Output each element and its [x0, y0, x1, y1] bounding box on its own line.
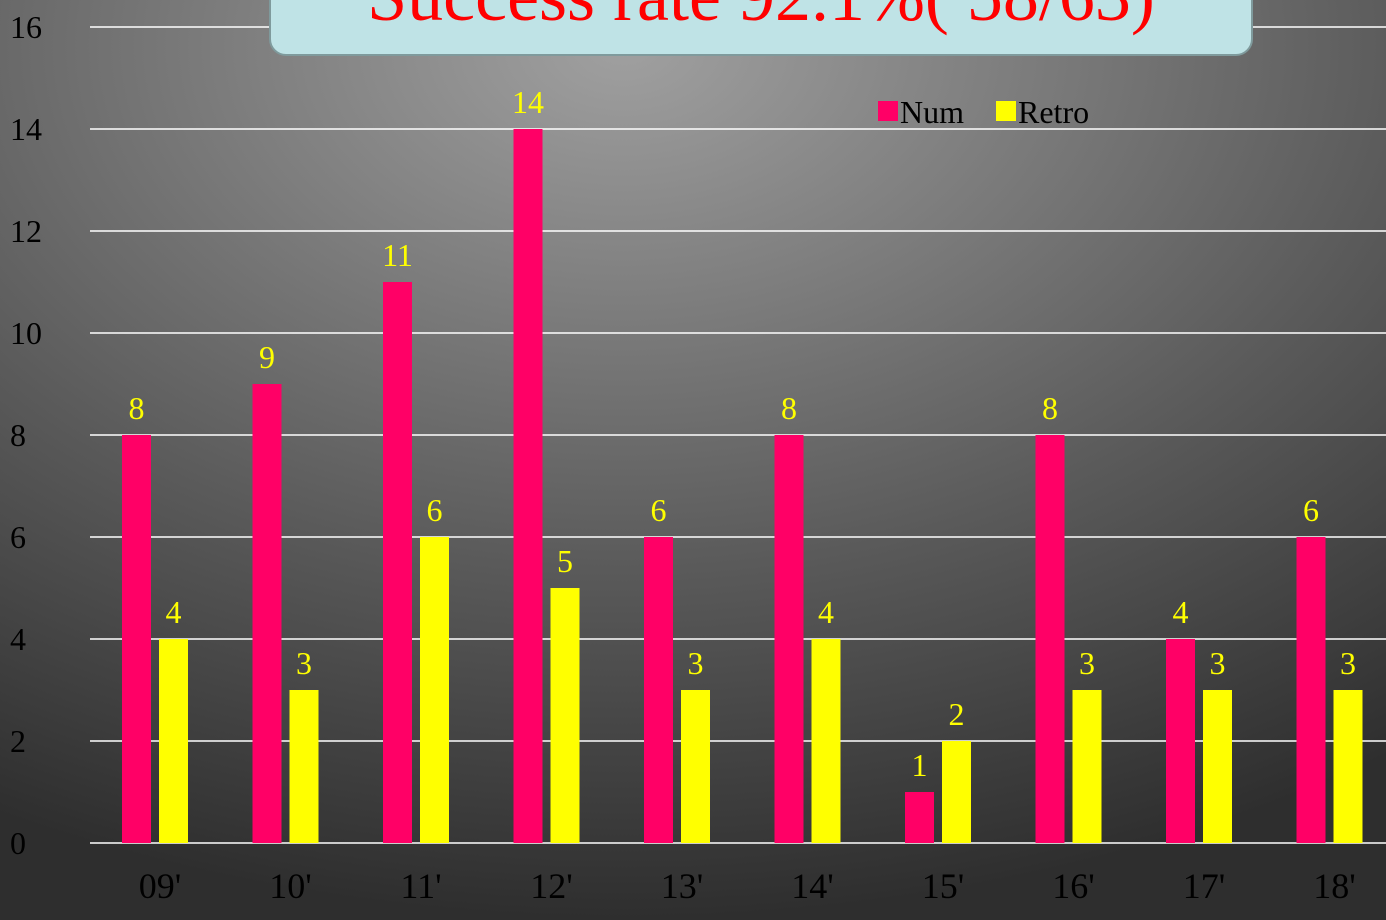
value-label: 1 — [912, 747, 928, 783]
bar — [681, 690, 710, 843]
value-label: 8 — [781, 390, 797, 426]
bar — [122, 435, 151, 843]
x-tick-label: 11' — [400, 866, 441, 906]
bar — [811, 639, 841, 843]
bar — [383, 282, 412, 843]
legend-label: Retro — [1018, 94, 1089, 130]
bars — [122, 129, 1363, 843]
y-tick-label: 8 — [10, 417, 26, 453]
value-label: 6 — [427, 492, 443, 528]
value-label: 4 — [1173, 594, 1189, 630]
value-label: 6 — [651, 492, 667, 528]
x-tick-label: 14' — [791, 866, 834, 906]
bar — [1035, 435, 1065, 843]
y-tick-label: 6 — [10, 519, 26, 555]
value-label: 3 — [296, 645, 312, 681]
bar — [1166, 639, 1195, 843]
bar — [644, 537, 673, 843]
bar — [1203, 690, 1232, 843]
x-tick-label: 13' — [661, 866, 704, 906]
value-label: 4 — [166, 594, 182, 630]
x-tick-label: 17' — [1183, 866, 1226, 906]
bar — [550, 588, 580, 843]
y-tick-label: 2 — [10, 723, 26, 759]
y-tick-label: 16 — [10, 9, 42, 45]
value-label: 8 — [129, 390, 145, 426]
bar — [774, 435, 804, 843]
bar — [420, 537, 449, 843]
value-label: 9 — [259, 339, 275, 375]
x-tick-label: 10' — [269, 866, 312, 906]
value-label: 3 — [1340, 645, 1356, 681]
y-tick-label: 12 — [10, 213, 42, 249]
bar — [513, 129, 543, 843]
value-label: 5 — [557, 543, 573, 579]
legend-swatch — [996, 101, 1016, 121]
value-label: 8 — [1042, 390, 1058, 426]
legend-swatch — [878, 101, 898, 121]
x-tick-label: 12' — [530, 866, 573, 906]
bar — [1333, 690, 1363, 843]
bar — [159, 639, 188, 843]
value-label: 11 — [382, 237, 413, 273]
value-label: 3 — [688, 645, 704, 681]
bar — [1072, 690, 1102, 843]
y-tick-label: 0 — [10, 825, 26, 861]
x-tick-label: 16' — [1052, 866, 1095, 906]
y-tick-label: 4 — [10, 621, 26, 657]
bar — [1296, 537, 1326, 843]
title-box — [269, 0, 1253, 56]
chart-title: Success rate 92.1%( 58/63) — [367, 0, 1155, 36]
x-tick-label: 18' — [1313, 866, 1356, 906]
value-label: 6 — [1303, 492, 1319, 528]
value-label: 14 — [512, 84, 544, 120]
y-tick-label: 14 — [10, 111, 42, 147]
bar — [942, 741, 971, 843]
x-tick-label: 09' — [139, 866, 182, 906]
value-label: 3 — [1079, 645, 1095, 681]
bar — [289, 690, 319, 843]
legend-label: Num — [900, 94, 964, 130]
bar — [252, 384, 282, 843]
value-label: 2 — [949, 696, 965, 732]
value-label: 4 — [818, 594, 834, 630]
x-tick-label: 15' — [922, 866, 965, 906]
value-label: 3 — [1210, 645, 1226, 681]
y-tick-label: 10 — [10, 315, 42, 351]
bar — [905, 792, 934, 843]
